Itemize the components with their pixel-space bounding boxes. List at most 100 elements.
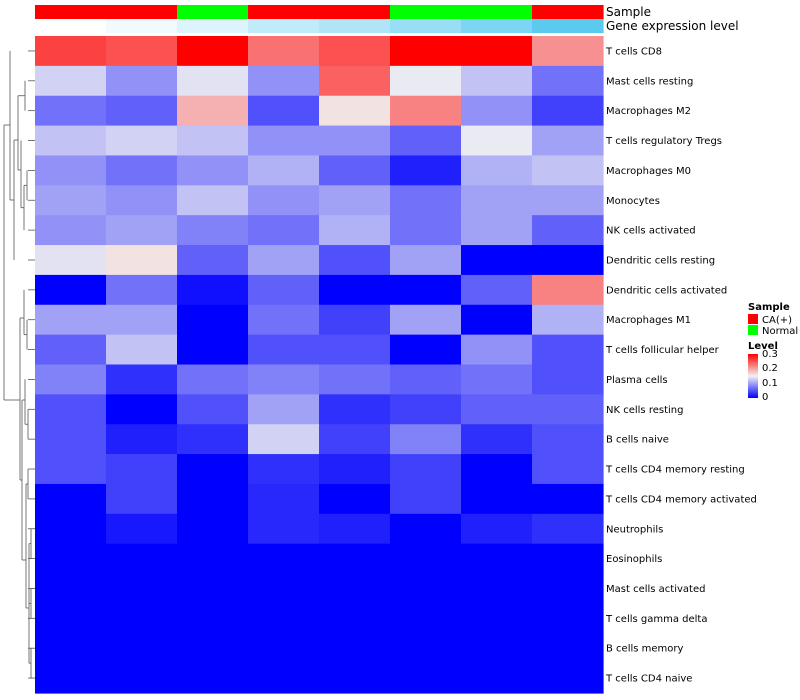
heatmap-cell bbox=[319, 663, 391, 694]
heatmap-cell bbox=[106, 663, 178, 694]
heatmap-cell bbox=[35, 304, 107, 336]
heatmap-cell bbox=[106, 394, 178, 425]
heatmap-cell bbox=[390, 304, 462, 336]
heatmap-cell bbox=[319, 633, 391, 664]
heatmap-cell bbox=[177, 394, 249, 425]
heatmap-cell bbox=[177, 36, 249, 67]
legend-tick-02: 0.2 bbox=[762, 363, 778, 374]
heatmap-cell bbox=[177, 304, 249, 336]
row-label: T cells CD8 bbox=[605, 46, 662, 57]
heatmap-cell bbox=[248, 394, 320, 425]
heatmap-cell bbox=[35, 95, 107, 127]
gene-expression-track-cell bbox=[35, 19, 107, 33]
heatmap-cell bbox=[461, 603, 533, 634]
heatmap-cell bbox=[106, 185, 178, 216]
heatmap-cell bbox=[532, 65, 604, 97]
heatmap-cell bbox=[461, 543, 533, 575]
heatmap-cell bbox=[532, 663, 604, 694]
heatmap-cell bbox=[461, 633, 533, 664]
heatmap-cell bbox=[390, 663, 462, 694]
row-label: Dendritic cells resting bbox=[606, 255, 715, 266]
heatmap-cell bbox=[35, 543, 107, 575]
row-label: B cells naive bbox=[606, 435, 669, 446]
heatmap-cell bbox=[248, 483, 320, 515]
heatmap-cell bbox=[319, 394, 391, 425]
row-label: Monocytes bbox=[606, 196, 660, 207]
gene-expression-track-cell bbox=[106, 19, 178, 33]
row-label: Mast cells resting bbox=[606, 76, 693, 87]
heatmap-cell bbox=[35, 155, 107, 186]
heatmap-cell bbox=[532, 633, 604, 664]
heatmap-cell bbox=[319, 424, 391, 455]
heatmap-cell bbox=[532, 155, 604, 186]
heatmap-cell bbox=[106, 95, 178, 127]
heatmap-cell bbox=[177, 215, 249, 246]
heatmap-cell bbox=[532, 274, 604, 306]
heatmap-cell bbox=[248, 334, 320, 366]
heatmap-cell bbox=[532, 543, 604, 575]
legend-swatch-normal bbox=[748, 325, 758, 335]
heatmap-cell bbox=[461, 454, 533, 485]
heatmap-cell bbox=[532, 603, 604, 634]
heatmap-cell bbox=[106, 245, 178, 276]
heatmap-cell bbox=[248, 454, 320, 485]
heatmap-cell bbox=[461, 513, 533, 545]
heatmap-cell bbox=[177, 155, 249, 186]
heatmap-cell bbox=[35, 483, 107, 515]
heatmap-cell bbox=[248, 663, 320, 694]
heatmap-cell bbox=[177, 364, 249, 395]
heatmap-cell bbox=[319, 185, 391, 216]
heatmap-cell bbox=[248, 633, 320, 664]
heatmap-cell bbox=[177, 245, 249, 276]
heatmap-cell bbox=[319, 95, 391, 127]
heatmap-cell bbox=[106, 424, 178, 455]
row-label: Macrophages M1 bbox=[606, 315, 691, 326]
heatmap-cell bbox=[390, 95, 462, 127]
legend-label-normal: Normal bbox=[762, 326, 798, 337]
legend-tick-0: 0 bbox=[762, 392, 768, 403]
heatmap-cell bbox=[177, 454, 249, 485]
gene-expression-track-cell bbox=[532, 19, 604, 33]
heatmap-cell bbox=[35, 36, 107, 67]
row-label: T cells gamma delta bbox=[605, 614, 707, 625]
heatmap-cell bbox=[461, 185, 533, 216]
heatmap-cell bbox=[461, 424, 533, 455]
heatmap-cell bbox=[319, 454, 391, 485]
heatmap-cell bbox=[532, 334, 604, 366]
heatmap-cell bbox=[461, 36, 533, 67]
heatmap-cell bbox=[106, 304, 178, 336]
heatmap-cell bbox=[390, 215, 462, 246]
sample-track-cell bbox=[532, 5, 604, 19]
heatmap-cell bbox=[248, 424, 320, 455]
heatmap-cell bbox=[319, 304, 391, 336]
heatmap-cell bbox=[177, 65, 249, 97]
gene-expression-track-cell bbox=[461, 19, 533, 33]
heatmap-cell bbox=[106, 454, 178, 485]
heatmap-cell bbox=[35, 603, 107, 634]
gene-expression-track-cell bbox=[319, 19, 391, 33]
heatmap-cells bbox=[35, 36, 604, 694]
heatmap-cell bbox=[106, 215, 178, 246]
legend-tick-03: 0.3 bbox=[762, 349, 778, 360]
heatmap-cell bbox=[106, 603, 178, 634]
heatmap-cell bbox=[177, 573, 249, 605]
heatmap-cell bbox=[461, 394, 533, 425]
heatmap-cell bbox=[248, 304, 320, 336]
heatmap-cell bbox=[106, 364, 178, 395]
heatmap-cell bbox=[461, 364, 533, 395]
heatmap-cell bbox=[461, 155, 533, 186]
row-labels: T cells CD8 Mast cells resting Macrophages… bbox=[605, 46, 757, 684]
heatmap-cell bbox=[35, 633, 107, 664]
heatmap-cell bbox=[106, 573, 178, 605]
heatmap-cell bbox=[319, 36, 391, 67]
heatmap-cell bbox=[35, 454, 107, 485]
heatmap-cell bbox=[532, 513, 604, 545]
heatmap-cell bbox=[390, 155, 462, 186]
heatmap-cell bbox=[532, 424, 604, 455]
legend-tick-01: 0.1 bbox=[762, 378, 778, 389]
heatmap-cell bbox=[35, 663, 107, 694]
sample-track-label: Sample bbox=[606, 5, 651, 19]
heatmap-cell bbox=[319, 573, 391, 605]
heatmap-cell bbox=[248, 155, 320, 186]
